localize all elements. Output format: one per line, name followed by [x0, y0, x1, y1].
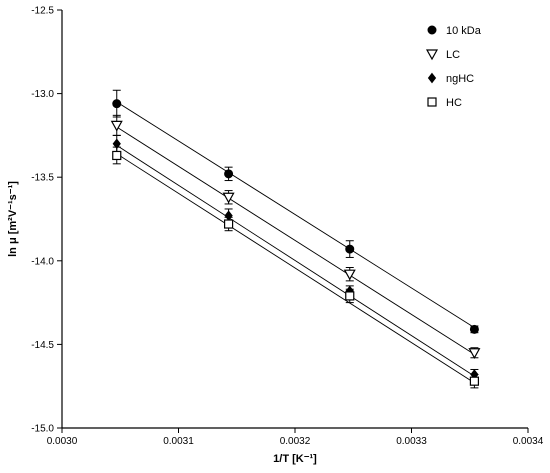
y-tick-label: -12.5: [31, 6, 54, 17]
data-point: [224, 169, 234, 179]
series-10-kda: [112, 89, 479, 334]
fit-line: [116, 101, 475, 329]
y-tick-label: -15.0: [31, 424, 54, 435]
data-point: [222, 192, 235, 204]
fit-line: [116, 153, 475, 384]
series-lc: [110, 114, 481, 359]
series-nghc: [112, 134, 479, 381]
legend-item: LC: [425, 49, 460, 61]
x-axis: 0.0030 0.0031 0.0032 0.0033 0.0034: [47, 427, 544, 447]
legend-marker: [427, 97, 437, 107]
fit-line: [116, 126, 475, 355]
series-hc: [112, 146, 480, 389]
x-tick-label: 0.0032: [280, 436, 311, 447]
legend-label: ngHC: [446, 73, 474, 85]
legend-item: HC: [427, 97, 462, 109]
legend-label: LC: [446, 49, 460, 61]
x-tick-label: 0.0033: [396, 436, 427, 447]
legend-label: 10 kDa: [446, 25, 482, 37]
legend: 10 kDa LC ngHC HC: [425, 25, 482, 109]
data-point: [345, 244, 355, 254]
data-point: [112, 150, 122, 161]
y-tick-label: -14.5: [31, 340, 54, 351]
data-point: [343, 269, 356, 281]
y-tick-label: -14.0: [31, 256, 54, 267]
data-point: [469, 324, 479, 334]
legend-marker: [425, 49, 439, 61]
legend-item: ngHC: [427, 72, 474, 85]
x-axis-title: 1/T [K⁻¹]: [273, 453, 317, 465]
legend-label: HC: [446, 97, 462, 109]
data-point: [345, 291, 355, 301]
y-tick-label: -13.5: [31, 173, 54, 184]
data-point: [112, 99, 122, 109]
y-tick-label: -13.0: [31, 89, 54, 100]
x-tick-label: 0.0030: [47, 436, 78, 447]
fit-line: [116, 145, 475, 377]
y-axis-title: ln μ [m²V⁻¹s⁻¹]: [7, 181, 19, 257]
data-point: [223, 219, 234, 229]
series-layer: [110, 89, 481, 389]
data-point: [468, 348, 481, 359]
data-point: [110, 120, 123, 132]
y-axis: -12.5 -13.0 -13.5 -14.0 -14.5 -15.0: [31, 6, 63, 435]
x-tick-label: 0.0031: [163, 436, 194, 447]
legend-marker: [427, 25, 437, 35]
data-point: [469, 376, 480, 386]
legend-item: 10 kDa: [427, 25, 482, 37]
legend-marker: [427, 72, 437, 84]
x-tick-label: 0.0034: [513, 436, 544, 447]
